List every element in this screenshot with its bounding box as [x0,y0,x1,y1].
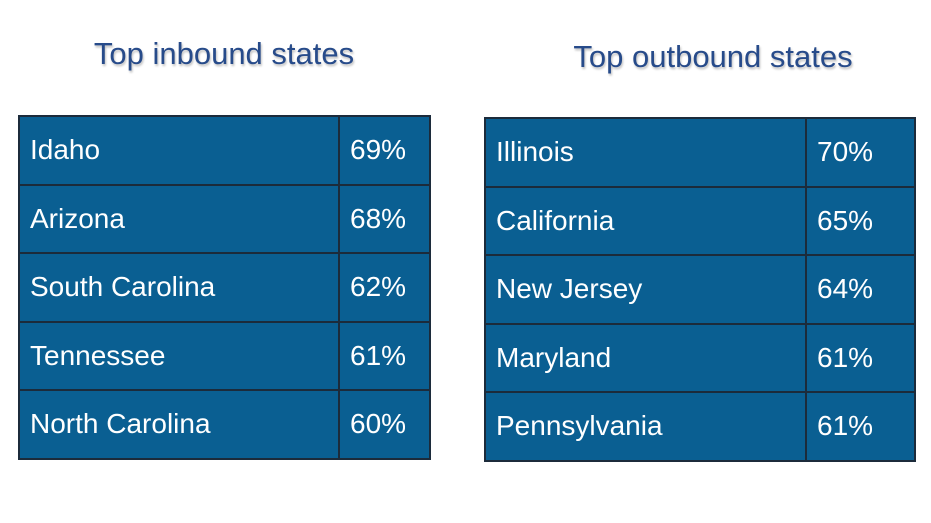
state-percent: 64% [805,254,916,325]
table-row: Arizona 68% [18,183,431,254]
table-row: Idaho 69% [18,115,431,186]
data-table: Idaho 69% Arizona 68% South Carolina 62% Tenne… [18,115,431,460]
state-name: Idaho [18,115,340,186]
table-row: Maryland 61% [484,322,916,393]
state-percent: 70% [805,117,916,188]
table-title: Top outbound states [573,39,853,74]
state-name: Illinois [484,117,807,188]
state-percent: 65% [805,185,916,256]
table-row: Pennsylvania 61% [484,391,916,462]
table-title: Top inbound states [93,36,355,71]
state-name: Maryland [484,322,807,393]
state-name: California [484,185,807,256]
table-row: Tennessee 61% [18,320,431,391]
table-row: South Carolina 62% [18,252,431,323]
table-row: Illinois 70% [484,117,916,188]
state-percent: 69% [338,115,431,186]
table-row: North Carolina 60% [18,389,431,460]
table-row: New Jersey 64% [484,254,916,325]
data-table: Illinois 70% California 65% New Jersey 64% Mar… [484,117,916,462]
state-name: Pennsylvania [484,391,807,462]
state-name: New Jersey [484,254,807,325]
state-percent: 61% [338,320,431,391]
state-percent: 62% [338,252,431,323]
table-row: California 65% [484,185,916,256]
state-percent: 61% [805,322,916,393]
state-name: Tennessee [18,320,340,391]
state-name: North Carolina [18,389,340,460]
state-name: Arizona [18,183,340,254]
state-percent: 60% [338,389,431,460]
state-percent: 68% [338,183,431,254]
state-percent: 61% [805,391,916,462]
state-name: South Carolina [18,252,340,323]
